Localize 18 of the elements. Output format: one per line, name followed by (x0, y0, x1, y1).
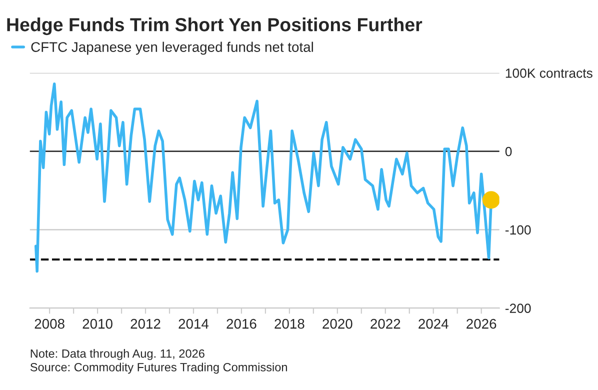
y-tick-label: 100K contracts (506, 68, 592, 78)
x-tick-label: 2016 (226, 318, 256, 329)
x-tick-label: 2022 (370, 318, 400, 329)
x-tick-label: 2008 (34, 318, 64, 329)
x-tick-label: 2014 (178, 318, 209, 329)
x-tick-label: 2018 (274, 318, 304, 329)
x-tick-label: 2012 (130, 318, 160, 329)
x-tick-label: 2024 (418, 318, 448, 329)
x-tick-label: 2020 (322, 318, 352, 329)
source-note: Source: Commodity Futures Trading Commission (30, 362, 287, 374)
y-tick-label: -200 (505, 304, 531, 314)
legend-label: CFTC Japanese yen leveraged funds net total (31, 42, 313, 55)
x-tick-label: 2010 (82, 318, 112, 329)
text: Note: Data through Aug. 11, 2026 (30, 349, 204, 360)
x-tick-label: 2026 (466, 318, 496, 329)
chart-title: Hedge Funds Trim Short Yen Positions Further (7, 18, 422, 36)
y-tick-label: 0 (505, 146, 512, 156)
y-tick-label: -100 (505, 225, 531, 235)
